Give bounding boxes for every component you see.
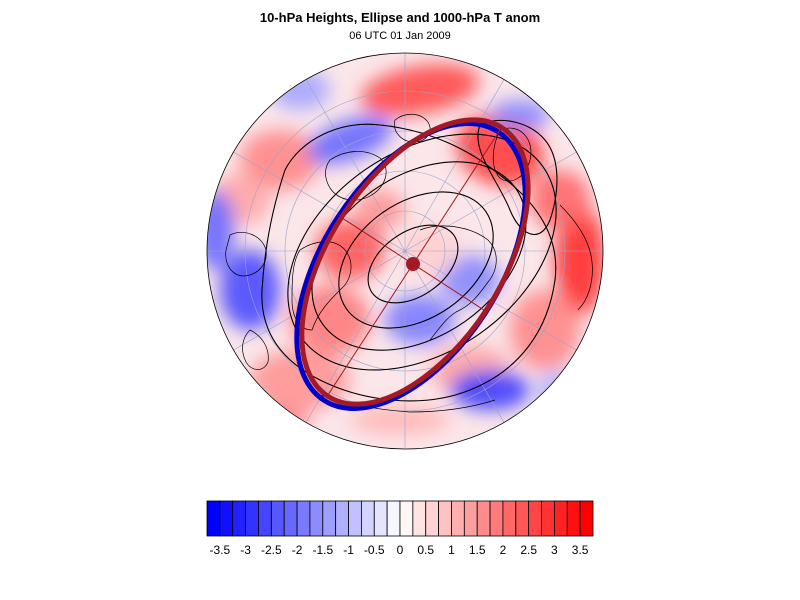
- colorbar-swatch: [360, 500, 375, 537]
- colorbar-tick-label: 1.5: [468, 543, 486, 557]
- coastline-segment: [492, 127, 532, 182]
- longitude-line: [299, 250, 406, 434]
- longitude-line: [404, 250, 588, 357]
- colorbar-tick-label: -2.5: [260, 543, 282, 557]
- lat-lon-gridlines: [207, 53, 603, 449]
- colorbar-tick-label: 2: [499, 543, 507, 557]
- colorbar-swatch: [348, 500, 362, 537]
- colorbar-swatch: [219, 500, 234, 537]
- colorbar-swatch: [502, 500, 517, 537]
- colorbar-swatch: [258, 500, 272, 537]
- colorbar-swatch: [553, 500, 568, 537]
- colorbar-swatch: [566, 500, 581, 537]
- coastline-segment: [225, 232, 267, 277]
- anomaly-patch: [250, 405, 310, 435]
- colorbar-tick-label: -0.5: [363, 543, 385, 557]
- longitude-line: [222, 145, 406, 252]
- anomaly-patch: [307, 115, 393, 165]
- colorbar-swatch: [476, 500, 491, 537]
- colorbar-swatch: [335, 500, 349, 537]
- coastline-segment: [559, 204, 593, 311]
- longitude-line: [404, 68, 511, 252]
- colorbar-tick-label: -3: [240, 543, 251, 557]
- colorbar-tick-label: 1: [448, 543, 455, 557]
- ellipse-red: [299, 117, 531, 407]
- colorbar-swatch: [322, 500, 337, 537]
- colorbar-swatch: [399, 500, 414, 537]
- colorbar-swatch: [515, 500, 530, 537]
- anomaly-patch: [360, 64, 480, 116]
- coastline-segment: [419, 225, 497, 341]
- colorbar-swatch: [451, 500, 465, 537]
- anomaly-patch: [555, 205, 603, 315]
- height-contour: [261, 123, 557, 402]
- longitude-line: [404, 145, 588, 252]
- map-subtitle: 06 UTC 01 Jan 2009: [349, 30, 451, 42]
- colorbar-swatch: [489, 500, 504, 537]
- height-contour: [338, 191, 494, 329]
- coastline-segment: [242, 329, 269, 370]
- anomaly-patch: [535, 370, 585, 410]
- coastline-segment: [291, 241, 352, 331]
- colorbar-swatch: [206, 500, 221, 537]
- colorbar-swatch: [270, 500, 285, 537]
- height-contour: [367, 224, 459, 304]
- colorbar-swatch: [245, 500, 259, 537]
- coastline-segment: [325, 151, 387, 201]
- colorbar-swatch: [425, 500, 440, 537]
- colorbar-swatch: [579, 500, 594, 537]
- height-contours: [261, 119, 558, 402]
- colorbar-swatch: [232, 500, 247, 537]
- anomaly-patch: [530, 170, 590, 230]
- colorbar-swatch: [296, 500, 311, 537]
- colorbar-swatch: [373, 500, 388, 537]
- colorbar-tick-label: -1.5: [312, 543, 334, 557]
- colorbar-swatch: [438, 500, 452, 537]
- globe-outline: [206, 52, 604, 450]
- anomaly-patch: [350, 405, 450, 435]
- colorbar-tick-label: -3.5: [209, 543, 231, 557]
- colorbar-swatch: [412, 500, 427, 537]
- coastlines: [225, 113, 593, 413]
- colorbar-swatch: [283, 500, 298, 537]
- colorbar-tick-labels: -3.5 -3 -2.5 -2 -1.5 -1 -0.5 0 0.5 1 1.5 2 2.5 3 3.5: [206, 543, 596, 561]
- anomaly-patch: [290, 285, 370, 355]
- anomaly-patch: [240, 130, 320, 190]
- colorbar-tick-label: 3: [551, 543, 558, 557]
- colorbar-swatch: [309, 500, 324, 537]
- anomaly-patch: [207, 190, 235, 270]
- colorbar-tick-label: 0.5: [417, 543, 435, 557]
- colorbar-tick-label: 3.5: [571, 543, 589, 557]
- ellipse-center-marker: [406, 257, 420, 271]
- colorbar-swatch: [463, 500, 478, 537]
- longitude-line: [299, 68, 406, 252]
- colorbar-swatch: [528, 500, 542, 537]
- colorbar: [206, 500, 594, 537]
- longitude-line: [404, 250, 511, 434]
- colorbar-swatch: [386, 500, 401, 537]
- anomaly-patch: [355, 190, 405, 230]
- map-title: 10-hPa Heights, Ellipse and 1000-hPa T a…: [259, 10, 541, 25]
- vortex-ellipses: [294, 117, 531, 411]
- height-contour: [477, 119, 558, 235]
- colorbar-tick-label: -1: [343, 543, 354, 557]
- colorbar-tick-label: 2.5: [520, 543, 537, 557]
- anomaly-patch: [510, 290, 580, 370]
- colorbar-tick-label: -2: [291, 543, 303, 557]
- anomaly-patch: [270, 70, 330, 110]
- colorbar-swatch: [541, 500, 555, 537]
- colorbar-tick-label: 0: [396, 543, 404, 557]
- anomaly-patch: [450, 370, 530, 410]
- anomaly-patch: [490, 100, 550, 130]
